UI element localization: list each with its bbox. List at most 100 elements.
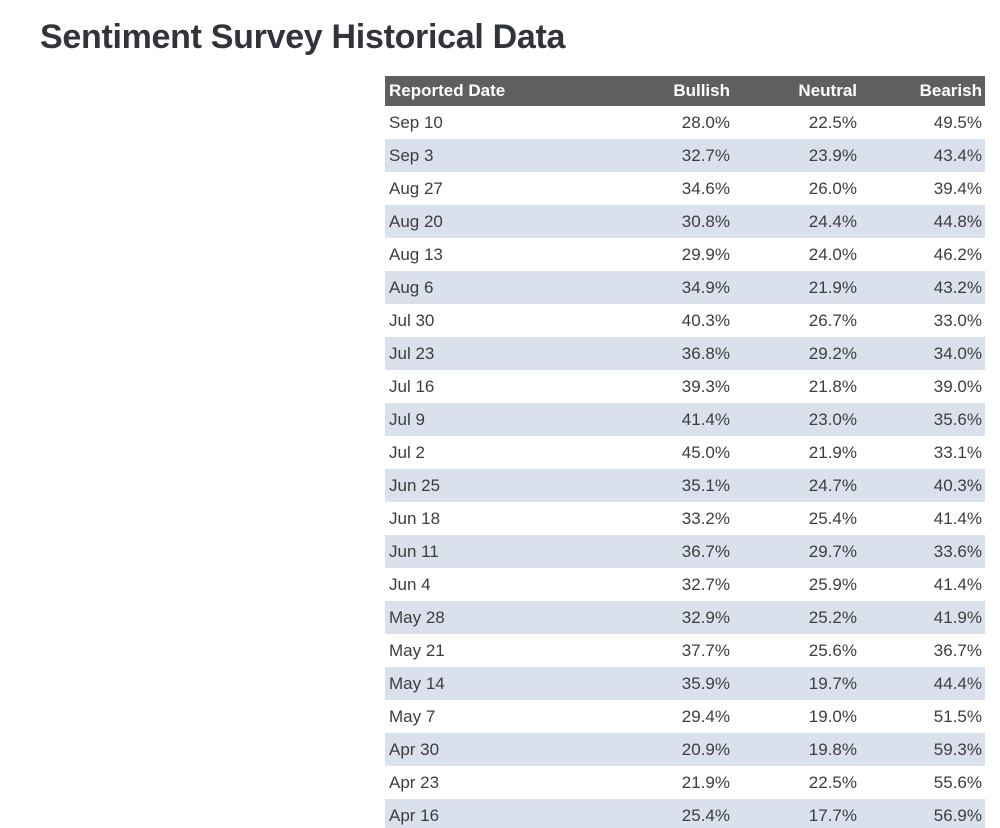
cell-percent-value[interactable]: 25.2% (733, 601, 860, 634)
cell-reported-date[interactable]: Apr 16 (385, 799, 635, 828)
cell-percent-value[interactable]: 22.5% (808, 112, 857, 132)
table-row[interactable]: Sep 10 28.0% 22.5% 49.5% (385, 106, 985, 139)
cell-percent-value[interactable]: 40.3% (681, 310, 730, 330)
cell-percent-value[interactable]: 36.7% (933, 640, 982, 660)
cell-reported-date[interactable]: Aug 20 (385, 205, 635, 238)
cell-percent-value[interactable]: 43.2% (860, 271, 985, 304)
cell-reported-date[interactable]: Jun 25 (385, 469, 635, 502)
table-row[interactable]: Jul 9 41.4% 23.0% 35.6% (385, 403, 985, 436)
cell-percent-value[interactable]: 49.5% (933, 112, 982, 132)
table-row[interactable]: Jun 18 33.2% 25.4% 41.4% (385, 502, 985, 535)
cell-percent-value[interactable]: 26.7% (808, 310, 857, 330)
cell-percent-value[interactable]: 56.9% (860, 799, 985, 828)
table-row[interactable]: Jun 4 32.7% 25.9% 41.4% (385, 568, 985, 601)
cell-percent-value[interactable]: 29.2% (733, 337, 860, 370)
cell-percent-value[interactable]: 25.6% (808, 640, 857, 660)
cell-percent-value[interactable]: 59.3% (860, 733, 985, 766)
cell-reported-date[interactable]: Jul 9 (385, 403, 635, 436)
cell-percent-value[interactable]: 19.8% (733, 733, 860, 766)
cell-percent-value[interactable]: 22.5% (808, 772, 857, 792)
cell-reported-date[interactable]: Sep 10 (389, 112, 443, 132)
cell-percent-value[interactable]: 35.9% (635, 667, 733, 700)
cell-percent-value[interactable]: 24.4% (733, 205, 860, 238)
cell-reported-date[interactable]: May 7 (389, 706, 436, 726)
cell-percent-value[interactable]: 24.7% (733, 469, 860, 502)
cell-percent-value[interactable]: 32.7% (635, 139, 733, 172)
cell-percent-value[interactable]: 17.7% (733, 799, 860, 828)
cell-percent-value[interactable]: 40.3% (860, 469, 985, 502)
table-row[interactable]: Jun 25 35.1% 24.7% 40.3% (385, 469, 985, 502)
cell-reported-date[interactable]: Jul 16 (389, 376, 435, 396)
table-row[interactable]: Apr 30 20.9% 19.8% 59.3% (385, 733, 985, 766)
cell-percent-value[interactable]: 39.0% (933, 376, 982, 396)
cell-reported-date[interactable]: May 14 (385, 667, 635, 700)
cell-percent-value[interactable]: 32.9% (635, 601, 733, 634)
column-header-reported-date[interactable]: Reported Date (385, 76, 635, 106)
cell-percent-value[interactable]: 35.1% (635, 469, 733, 502)
cell-percent-value[interactable]: 29.7% (733, 535, 860, 568)
table-row[interactable]: Aug 6 34.9% 21.9% 43.2% (385, 271, 985, 304)
cell-percent-value[interactable]: 23.0% (733, 403, 860, 436)
cell-percent-value[interactable]: 34.9% (635, 271, 733, 304)
cell-reported-date[interactable]: Jun 11 (385, 535, 635, 568)
table-row[interactable]: Jul 2 45.0% 21.9% 33.1% (385, 436, 985, 469)
cell-percent-value[interactable]: 46.2% (933, 244, 982, 264)
cell-reported-date[interactable]: Apr 23 (389, 772, 440, 792)
cell-percent-value[interactable]: 25.4% (635, 799, 733, 828)
cell-percent-value[interactable]: 30.8% (635, 205, 733, 238)
table-row[interactable]: Aug 27 34.6% 26.0% 39.4% (385, 172, 985, 205)
cell-percent-value[interactable]: 36.8% (635, 337, 733, 370)
cell-percent-value[interactable]: 23.9% (733, 139, 860, 172)
cell-percent-value[interactable]: 33.6% (860, 535, 985, 568)
table-row[interactable]: Jul 23 36.8% 29.2% 34.0% (385, 337, 985, 370)
cell-percent-value[interactable]: 41.4% (933, 574, 982, 594)
cell-percent-value[interactable]: 41.4% (635, 403, 733, 436)
table-row[interactable]: Apr 16 25.4% 17.7% 56.9% (385, 799, 985, 828)
table-row[interactable]: Aug 20 30.8% 24.4% 44.8% (385, 205, 985, 238)
cell-percent-value[interactable]: 44.8% (860, 205, 985, 238)
cell-percent-value[interactable]: 28.0% (681, 112, 730, 132)
table-row[interactable]: Jun 11 36.7% 29.7% 33.6% (385, 535, 985, 568)
cell-percent-value[interactable]: 25.9% (808, 574, 857, 594)
cell-percent-value[interactable]: 19.0% (808, 706, 857, 726)
cell-percent-value[interactable]: 21.9% (681, 772, 730, 792)
cell-percent-value[interactable]: 41.9% (860, 601, 985, 634)
table-row[interactable]: Jul 16 39.3% 21.8% 39.0% (385, 370, 985, 403)
cell-percent-value[interactable]: 21.9% (733, 271, 860, 304)
cell-reported-date[interactable]: Sep 3 (385, 139, 635, 172)
cell-reported-date[interactable]: Jul 23 (385, 337, 635, 370)
cell-reported-date[interactable]: Jun 4 (389, 574, 431, 594)
table-row[interactable]: Sep 3 32.7% 23.9% 43.4% (385, 139, 985, 172)
table-row[interactable]: May 7 29.4% 19.0% 51.5% (385, 700, 985, 733)
cell-percent-value[interactable]: 29.9% (681, 244, 730, 264)
cell-reported-date[interactable]: May 28 (385, 601, 635, 634)
column-header-neutral[interactable]: Neutral (733, 76, 860, 106)
cell-reported-date[interactable]: Jul 2 (389, 442, 425, 462)
cell-percent-value[interactable]: 19.7% (733, 667, 860, 700)
table-row[interactable]: Jul 30 40.3% 26.7% 33.0% (385, 304, 985, 337)
cell-percent-value[interactable]: 33.1% (933, 442, 982, 462)
cell-percent-value[interactable]: 32.7% (681, 574, 730, 594)
cell-percent-value[interactable]: 45.0% (681, 442, 730, 462)
cell-percent-value[interactable]: 20.9% (635, 733, 733, 766)
cell-percent-value[interactable]: 34.0% (860, 337, 985, 370)
cell-percent-value[interactable]: 21.8% (808, 376, 857, 396)
cell-percent-value[interactable]: 51.5% (933, 706, 982, 726)
cell-reported-date[interactable]: Jun 18 (389, 508, 441, 528)
cell-reported-date[interactable]: Apr 30 (385, 733, 635, 766)
cell-percent-value[interactable]: 25.4% (808, 508, 857, 528)
cell-percent-value[interactable]: 39.4% (933, 178, 982, 198)
column-header-bearish[interactable]: Bearish (860, 76, 985, 106)
cell-percent-value[interactable]: 34.6% (681, 178, 730, 198)
cell-reported-date[interactable]: Aug 27 (389, 178, 443, 198)
cell-percent-value[interactable]: 43.4% (860, 139, 985, 172)
cell-percent-value[interactable]: 35.6% (860, 403, 985, 436)
table-row[interactable]: Apr 23 21.9% 22.5% 55.6% (385, 766, 985, 799)
cell-percent-value[interactable]: 39.3% (681, 376, 730, 396)
cell-percent-value[interactable]: 36.7% (635, 535, 733, 568)
table-row[interactable]: Aug 13 29.9% 24.0% 46.2% (385, 238, 985, 271)
cell-reported-date[interactable]: Aug 13 (389, 244, 443, 264)
table-row[interactable]: May 21 37.7% 25.6% 36.7% (385, 634, 985, 667)
cell-percent-value[interactable]: 21.9% (808, 442, 857, 462)
cell-reported-date[interactable]: May 21 (389, 640, 445, 660)
